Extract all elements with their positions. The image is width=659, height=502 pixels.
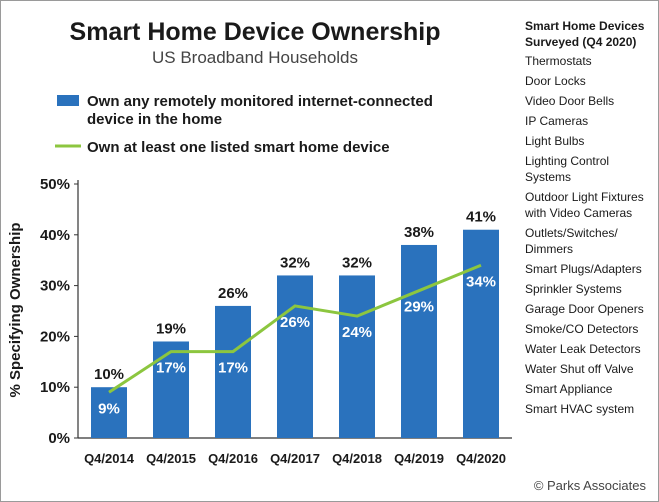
bar (215, 305, 251, 438)
line-value-label: 17% (218, 360, 248, 377)
sidebar-item: Water Leak Detectors (525, 342, 641, 356)
sidebar-heading: Surveyed (Q4 2020) (525, 35, 636, 49)
y-tick-label: 40% (40, 227, 70, 244)
bar (463, 229, 499, 438)
line-value-label: 34% (466, 273, 496, 290)
bar-value-label: 19% (156, 320, 186, 337)
sidebar-item: Outlets/Switches/ (525, 226, 618, 240)
sidebar-heading: Smart Home Devices (525, 19, 645, 33)
sidebar-item: Smoke/CO Detectors (525, 322, 638, 336)
sidebar-item: Smart HVAC system (525, 402, 634, 416)
y-tick-label: 50% (40, 176, 70, 193)
line-value-label: 26% (280, 314, 310, 331)
bar (401, 244, 437, 438)
sidebar-item: Thermostats (525, 54, 592, 68)
axes: 0% 10% 20% 30% 40% 50% Q4/2014 Q4/2015 Q4/2016 Q4… (40, 176, 512, 466)
y-tick-label: 0% (48, 430, 70, 447)
line-series (108, 263, 482, 394)
x-tick-label: Q4/2015 (146, 451, 196, 466)
x-tick-label: Q4/2019 (394, 451, 444, 466)
sidebar-item: Smart Plugs/Adapters (525, 262, 642, 276)
chart-title: Smart Home Device Ownership (70, 18, 441, 46)
bar (153, 341, 189, 438)
sidebar-item: Light Bulbs (525, 134, 584, 148)
sidebar-item: Dimmers (525, 242, 573, 256)
line-value-label: 17% (156, 360, 186, 377)
y-tick-label: 20% (40, 328, 70, 345)
x-tick-label: Q4/2014 (84, 451, 135, 466)
bar-value-label: 10% (94, 366, 124, 383)
x-tick-label: Q4/2020 (456, 451, 506, 466)
x-tick-label: Q4/2018 (332, 451, 382, 466)
sidebar-item: Garage Door Openers (525, 302, 644, 316)
data-labels: 10% 19% 26% 32% 32% 38% 41% 9% 17% 17% 26% 24% 29% 34… (94, 209, 496, 418)
sidebar-item: Smart Appliance (525, 382, 613, 396)
bar (277, 275, 313, 438)
sidebar-item: Video Door Bells (525, 94, 614, 108)
y-axis-label: % Specifying Ownership (7, 222, 24, 397)
legend-bar-swatch (57, 95, 79, 106)
sidebar-item: Systems (525, 170, 571, 184)
devices-sidebar: Smart Home Devices Surveyed (Q4 2020) Ther… (524, 19, 645, 416)
bar-value-label: 26% (218, 285, 248, 302)
legend-line-label: Own at least one listed smart home devic… (87, 139, 390, 156)
x-tick-label: Q4/2017 (270, 451, 320, 466)
sidebar-item: Water Shut off Valve (525, 362, 634, 376)
y-tick-label: 30% (40, 278, 70, 295)
legend-bar-label-line-2: device in the home (87, 111, 222, 128)
sidebar-item: IP Cameras (525, 114, 588, 128)
line-value-label: 29% (404, 299, 434, 316)
sidebar-item: Door Locks (525, 74, 586, 88)
bar (339, 275, 375, 438)
bars (91, 229, 499, 438)
source-credit: © Parks Associates (534, 478, 647, 493)
bar-value-label: 41% (466, 209, 496, 226)
x-tick-label: Q4/2016 (208, 451, 258, 466)
bar-value-label: 32% (342, 254, 372, 271)
legend-bar-label-line-1: Own any remotely monitored internet-conn… (87, 93, 433, 110)
sidebar-item: with Video Cameras (524, 206, 632, 220)
sidebar-item: Sprinkler Systems (525, 282, 622, 296)
line-path (108, 263, 482, 394)
sidebar-item: Outdoor Light Fixtures (525, 190, 644, 204)
sidebar-item: Lighting Control (525, 154, 609, 168)
line-value-label: 24% (342, 324, 372, 341)
chart-subtitle: US Broadband Households (152, 48, 358, 67)
bar-value-label: 32% (280, 254, 310, 271)
y-tick-label: 10% (40, 379, 70, 396)
bar-value-label: 38% (404, 224, 434, 241)
line-value-label: 9% (98, 400, 120, 417)
bar (91, 387, 127, 438)
